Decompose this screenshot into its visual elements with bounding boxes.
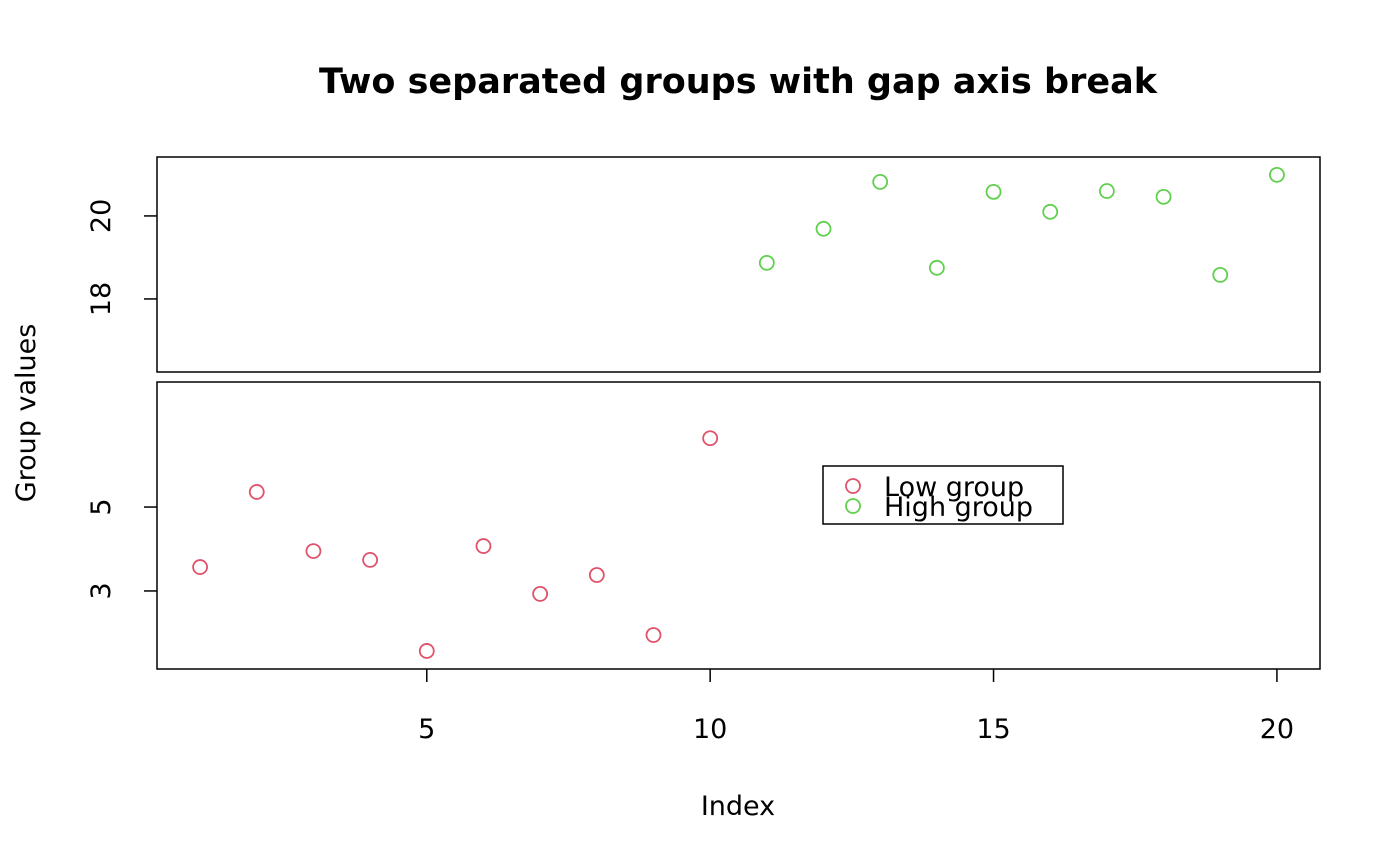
x-tick-label: 10 bbox=[693, 714, 727, 745]
y-tick-label: 20 bbox=[86, 199, 117, 233]
x-tick-label: 15 bbox=[976, 714, 1010, 745]
point bbox=[192, 559, 208, 575]
point bbox=[588, 567, 605, 583]
point bbox=[645, 627, 662, 643]
point bbox=[1042, 203, 1059, 220]
y-axis-label: Group values bbox=[11, 324, 42, 503]
legend-label: Low group bbox=[884, 472, 1024, 503]
point bbox=[1155, 188, 1172, 205]
plot-frame bbox=[156, 381, 1321, 670]
x-tick-label: 20 bbox=[1260, 714, 1294, 745]
point bbox=[532, 585, 549, 602]
point bbox=[758, 254, 775, 271]
chart-title: Two separated groups with gap axis break bbox=[319, 62, 1158, 102]
x-tick-label: 5 bbox=[418, 714, 435, 745]
legend-box bbox=[822, 465, 1064, 525]
point bbox=[1269, 166, 1285, 183]
point bbox=[1212, 266, 1229, 283]
y-tick-label: 18 bbox=[86, 282, 117, 316]
point bbox=[418, 643, 435, 659]
legend-marker bbox=[845, 498, 861, 514]
legend-marker bbox=[845, 478, 861, 494]
point bbox=[928, 259, 945, 276]
point bbox=[702, 430, 719, 447]
point bbox=[305, 543, 322, 559]
point bbox=[475, 538, 492, 554]
x-axis-label: Index bbox=[701, 791, 775, 822]
point bbox=[248, 484, 265, 500]
y-tick-label: 3 bbox=[86, 582, 117, 599]
point bbox=[985, 183, 1002, 200]
point bbox=[872, 174, 889, 190]
point bbox=[815, 220, 832, 237]
plot-frame bbox=[156, 156, 1321, 373]
point bbox=[1098, 183, 1115, 199]
y-tick-label: 5 bbox=[86, 498, 117, 515]
point bbox=[362, 552, 379, 568]
legend-label: High group bbox=[884, 492, 1033, 523]
